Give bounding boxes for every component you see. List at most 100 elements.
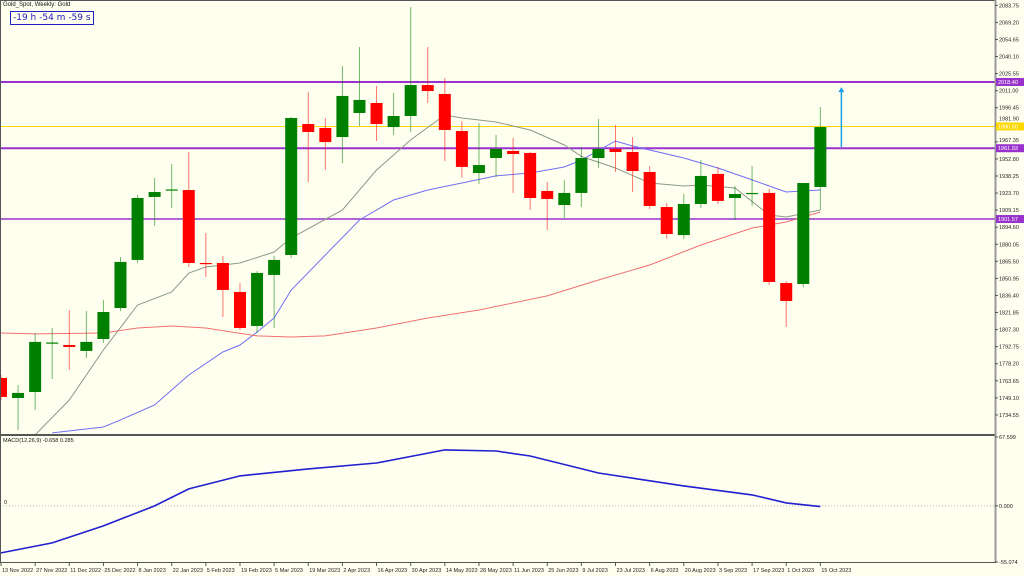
- candle: [626, 137, 639, 193]
- candle-body: [63, 344, 76, 347]
- price-tick-label: 2011.00: [999, 89, 1018, 95]
- candles: [0, 7, 845, 431]
- time-tick-label: 20 Aug 2023: [685, 568, 716, 574]
- candle-body: [353, 99, 366, 113]
- candle-body: [29, 341, 42, 393]
- moving-average-line: [52, 140, 821, 434]
- candle-body: [524, 152, 537, 198]
- candle: [97, 299, 110, 343]
- time-tick-label: 9 Jul 2023: [582, 568, 607, 574]
- candle: [643, 165, 656, 210]
- bar-countdown-timer: -19 h -54 m -59 s: [10, 11, 94, 25]
- level-price-badge: [996, 77, 1024, 86]
- candle: [438, 78, 451, 162]
- candle: [729, 186, 742, 221]
- candle-body: [285, 118, 298, 256]
- candle-body: [80, 341, 93, 351]
- candle: [12, 384, 25, 431]
- candle-body: [694, 175, 707, 204]
- time-tick-label: 2 Apr 2023: [343, 568, 370, 574]
- price-tick-label: 1749.10: [999, 396, 1019, 402]
- time-tick-label: 23 Jul 2023: [617, 568, 645, 574]
- time-tick-label: 22 Jan 2023: [173, 568, 203, 574]
- level-price-label: 2018.40: [998, 80, 1018, 86]
- moving-average-line: [35, 114, 821, 434]
- candle-body: [114, 261, 127, 309]
- level-price-badge: [996, 215, 1024, 224]
- time-tick-label: 6 Aug 2023: [651, 568, 679, 574]
- time-tick-label: 1 Oct 2023: [787, 568, 814, 574]
- candle-body: [507, 150, 520, 155]
- candle-body: [490, 148, 503, 158]
- time-tick-label: 27 Nov 2022: [36, 568, 67, 574]
- macd-pane: 0: [0, 449, 995, 554]
- price-tick-label: 1938.25: [999, 174, 1019, 180]
- price-tick-label: 2083.75: [999, 3, 1019, 9]
- candle: [404, 7, 417, 132]
- candle: [711, 167, 724, 204]
- candle: [558, 180, 571, 219]
- candle: [114, 256, 127, 311]
- time-tick-label: 15 Oct 2023: [821, 568, 851, 574]
- candle: [0, 374, 7, 400]
- level-price-badge: [996, 122, 1024, 131]
- candle-body: [131, 197, 144, 260]
- candle-body: [46, 342, 59, 344]
- candle-body: [746, 192, 759, 195]
- candle: [490, 135, 503, 178]
- candle: [46, 327, 59, 379]
- candle-body: [677, 203, 690, 236]
- macd-pane-frame: [0, 435, 996, 563]
- candle: [609, 125, 622, 172]
- candle-body: [165, 189, 178, 191]
- candle-body: [541, 190, 554, 199]
- time-tick-label: 3 Sep 2023: [719, 568, 747, 574]
- time-tick-label: 16 Apr 2023: [378, 568, 408, 574]
- candle-body: [233, 291, 246, 328]
- candle-body: [148, 192, 161, 197]
- price-tick-label: 1821.85: [999, 311, 1019, 317]
- candle: [421, 47, 434, 103]
- candle-body: [797, 182, 810, 284]
- candle: [165, 163, 178, 208]
- macd-tick-label: 67.599: [999, 435, 1016, 441]
- time-tick-label: 25 Dec 2022: [104, 568, 135, 574]
- candle: [524, 152, 537, 210]
- candle-body: [370, 102, 383, 124]
- time-tick-label: 28 May 2023: [480, 568, 512, 574]
- macd-line: [0, 449, 821, 554]
- time-tick-label: 30 Apr 2023: [412, 568, 442, 574]
- main-pane-frame: [0, 0, 996, 435]
- time-tick-label: 5 Feb 2023: [207, 568, 235, 574]
- time-tick-label: 13 Nov 2022: [2, 568, 33, 574]
- macd-tick-label: 0.000: [999, 504, 1013, 510]
- candle-body: [302, 123, 315, 132]
- candle: [455, 121, 468, 178]
- candle: [302, 91, 315, 183]
- candle-body: [12, 392, 25, 398]
- price-tick-label: 1778.20: [999, 362, 1019, 368]
- price-tick-label: 2054.65: [999, 37, 1019, 43]
- candle: [233, 283, 246, 330]
- candle: [199, 232, 212, 277]
- candle-body: [404, 85, 417, 117]
- candle-body: [575, 157, 588, 193]
- time-tick-label: 11 Jun 2023: [514, 568, 544, 574]
- candle: [80, 310, 93, 358]
- horizontal-levels: [0, 80, 995, 220]
- candle-body: [319, 127, 332, 143]
- price-tick-label: 2025.55: [999, 72, 1019, 78]
- candle: [319, 118, 332, 170]
- candle-body: [592, 148, 605, 158]
- candle: [387, 93, 400, 136]
- price-tick-label: 1923.70: [999, 191, 1019, 197]
- candle-body: [0, 377, 7, 397]
- candle: [763, 188, 776, 286]
- level-price-badge: [996, 144, 1024, 153]
- price-tick-label: 2040.10: [999, 55, 1019, 61]
- candle-body: [438, 93, 451, 130]
- candle: [353, 47, 366, 126]
- time-tick-label: 25 Jun 2023: [548, 568, 578, 574]
- time-tick-label: 14 May 2023: [446, 568, 478, 574]
